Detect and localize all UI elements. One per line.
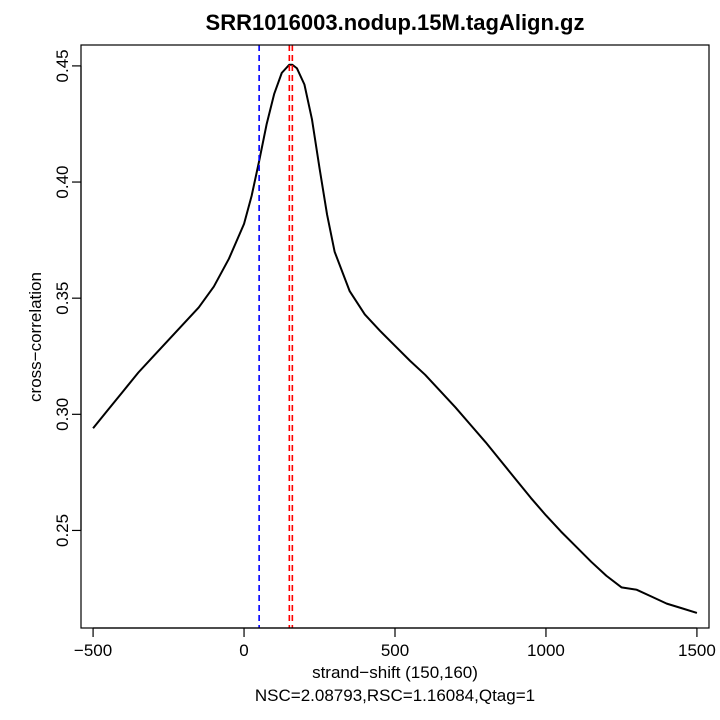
x-axis-label: strand−shift (150,160) (312, 663, 478, 682)
series-line-0 (92, 63, 698, 614)
x-tick-label: −500 (74, 641, 112, 660)
x-tick-label: 1000 (527, 641, 565, 660)
chart-title: SRR1016003.nodup.15M.tagAlign.gz (206, 10, 585, 35)
y-tick-label: 0.45 (53, 49, 72, 82)
y-tick-label: 0.30 (53, 398, 72, 431)
x-axis-sublabel: NSC=2.08793,RSC=1.16084,Qtag=1 (255, 686, 535, 705)
y-axis: 0.25 0.30 0.35 0.40 0.45 (53, 49, 82, 547)
y-tick-label: 0.35 (53, 282, 72, 315)
x-tick-label: 1500 (678, 641, 716, 660)
y-tick-label: 0.25 (53, 514, 72, 547)
y-tick-label: 0.40 (53, 165, 72, 198)
plot-area (92, 45, 698, 628)
y-axis-label: cross−correlation (26, 272, 45, 402)
x-tick-label: 0 (239, 641, 248, 660)
x-axis: −500 0 500 1000 1500 (74, 627, 716, 660)
x-tick-label: 500 (381, 641, 409, 660)
